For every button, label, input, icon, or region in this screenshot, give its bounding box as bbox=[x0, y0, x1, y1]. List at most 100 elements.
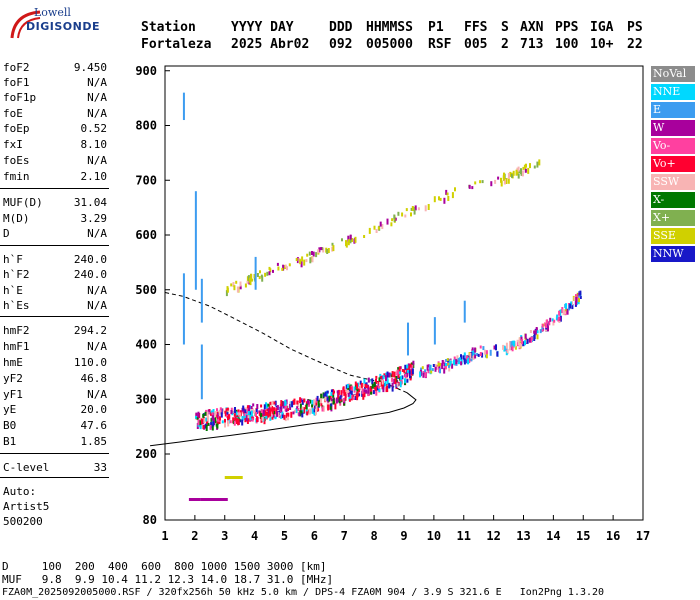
param-key: foEs bbox=[3, 154, 30, 167]
echo-point bbox=[296, 406, 299, 410]
echo-point bbox=[479, 345, 482, 349]
echo-point bbox=[313, 409, 316, 413]
echo-point bbox=[391, 377, 394, 382]
echo-point bbox=[301, 412, 304, 418]
echo-point bbox=[305, 403, 308, 410]
echo-point bbox=[447, 196, 450, 201]
echo-point bbox=[556, 315, 559, 319]
echo-point bbox=[391, 218, 394, 222]
echo-point bbox=[278, 414, 281, 418]
echo-point bbox=[320, 403, 323, 407]
echo-point bbox=[235, 280, 238, 284]
echo-point bbox=[386, 379, 389, 385]
echo-point bbox=[533, 165, 536, 169]
echo-point bbox=[260, 404, 263, 408]
echo-point bbox=[379, 376, 382, 380]
echo-point bbox=[561, 307, 564, 313]
echo-point bbox=[207, 409, 210, 415]
ionogram-plot: 1 2 3 4 5 6 7 8 9 10 11 12 13 14 15 16 17802003004005006… bbox=[135, 64, 650, 543]
echo-point bbox=[280, 415, 282, 419]
digisonde-logo-icon bbox=[10, 10, 41, 39]
echo-point bbox=[298, 412, 301, 417]
echo-point bbox=[316, 406, 319, 412]
echo-point bbox=[330, 392, 333, 396]
echo-point bbox=[374, 385, 377, 391]
echo-point bbox=[445, 363, 447, 366]
legend-item: X- bbox=[651, 192, 695, 208]
echo-point bbox=[320, 393, 323, 399]
param-value: N/A bbox=[87, 340, 107, 353]
echo-point bbox=[344, 396, 347, 401]
echo-point bbox=[507, 172, 510, 179]
echo-point bbox=[522, 341, 525, 347]
echo-point bbox=[272, 400, 274, 405]
profile-curve-dashed bbox=[164, 291, 408, 394]
echo-point bbox=[349, 393, 352, 399]
echo-spike bbox=[254, 256, 257, 290]
echo-point bbox=[427, 364, 430, 368]
echo-point bbox=[462, 355, 465, 360]
echo-point bbox=[202, 425, 205, 430]
echo-point bbox=[234, 407, 236, 413]
param-row: MUF(D) 31.04 bbox=[3, 196, 107, 210]
echo-point bbox=[224, 422, 226, 428]
param-key: B0 bbox=[3, 419, 17, 432]
echo-point bbox=[399, 370, 402, 375]
echo-point bbox=[345, 241, 348, 248]
echo-point bbox=[226, 412, 229, 418]
x-tick-label: 9 bbox=[400, 529, 407, 543]
echo-point bbox=[284, 399, 287, 406]
echo-point bbox=[463, 354, 466, 359]
echo-point bbox=[224, 418, 226, 423]
echo-point bbox=[528, 337, 531, 343]
echo-point bbox=[207, 422, 210, 426]
echo-point bbox=[226, 407, 229, 411]
echo-point bbox=[533, 330, 536, 334]
profile-curve-solid bbox=[149, 392, 417, 447]
echo-point bbox=[536, 161, 539, 168]
y-tick-label: 800 bbox=[135, 119, 157, 133]
param-value: N/A bbox=[87, 388, 107, 401]
echo-point bbox=[316, 395, 319, 401]
echo-point bbox=[198, 420, 201, 427]
param-row: foEs N/A bbox=[3, 154, 107, 168]
echo-point bbox=[553, 319, 556, 323]
echo-point bbox=[214, 417, 217, 424]
echo-point bbox=[445, 189, 448, 195]
echo-point bbox=[246, 405, 249, 409]
header-value: 005 bbox=[464, 37, 488, 52]
echo-point bbox=[372, 390, 375, 395]
echo-point bbox=[272, 269, 274, 273]
header-label: YYYY DAY bbox=[231, 20, 294, 35]
echo-point bbox=[332, 245, 335, 252]
echo-point bbox=[517, 173, 520, 179]
echo-point bbox=[446, 192, 449, 196]
echo-point bbox=[503, 172, 505, 176]
echo-point bbox=[363, 392, 366, 398]
echo-point bbox=[500, 180, 503, 187]
x-tick-label: 7 bbox=[341, 529, 348, 543]
echo-point bbox=[331, 401, 334, 405]
echo-point bbox=[502, 174, 505, 181]
echo-point bbox=[212, 417, 215, 422]
param-row: hmE 110.0 bbox=[3, 356, 107, 370]
header-value: 713 bbox=[520, 37, 544, 52]
param-key: M(D) bbox=[3, 212, 30, 225]
echo-point bbox=[427, 369, 430, 374]
echo-point bbox=[308, 251, 311, 256]
param-row: h`E N/A bbox=[3, 284, 107, 298]
echo-point bbox=[414, 205, 417, 211]
echo-point bbox=[327, 248, 330, 253]
echo-point bbox=[274, 414, 277, 420]
param-value: 20.0 bbox=[80, 403, 108, 416]
echo-point bbox=[526, 338, 529, 344]
header-value: RSF bbox=[428, 37, 452, 52]
param-key: foF2 bbox=[3, 61, 30, 74]
echo-point bbox=[512, 342, 515, 347]
echo-point bbox=[489, 349, 492, 356]
echo-point bbox=[335, 397, 338, 404]
echo-point bbox=[311, 251, 313, 255]
header-value: 092 bbox=[329, 37, 353, 52]
echo-point bbox=[199, 425, 202, 430]
echo-point bbox=[211, 424, 214, 431]
